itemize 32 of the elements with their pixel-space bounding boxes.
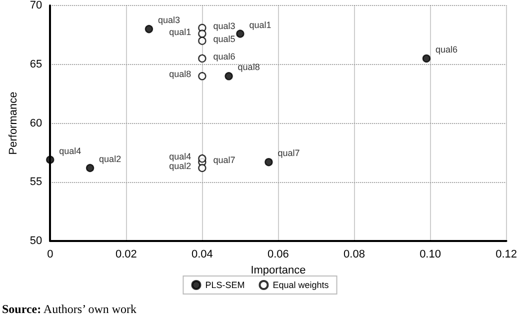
legend-label: PLS-SEM	[205, 280, 245, 290]
annotation: qual2	[169, 160, 192, 171]
x-tick-label: 0.10	[420, 248, 441, 260]
annotation: qual7	[278, 148, 300, 158]
annotation: qual5	[213, 34, 236, 44]
annotation: qual4	[59, 146, 82, 156]
source-note: Source: Authors’ own work	[2, 302, 137, 316]
y-axis-title: Performance	[8, 92, 20, 155]
y-tick-label: 55	[30, 176, 42, 188]
annotation: qual2	[99, 154, 122, 164]
legend-label: Equal weights	[272, 280, 330, 290]
annotation: qual8	[169, 69, 192, 80]
x-tick-label: 0.08	[344, 248, 365, 260]
annotation: qual6	[435, 44, 458, 54]
annotation: qual3	[213, 20, 236, 31]
annotation: qual3	[158, 15, 180, 26]
annotation: qual8	[238, 62, 260, 72]
annotation: qual1	[249, 20, 272, 30]
annotation: qual6	[213, 51, 236, 62]
x-tick-label: 0.02	[115, 248, 137, 260]
annotation: qual4	[169, 152, 192, 162]
x-tick-label: 0.06	[268, 248, 289, 260]
x-tick-label: 0.04	[191, 248, 213, 260]
y-tick-label: 60	[30, 117, 42, 130]
x-tick-label: 0	[47, 248, 54, 260]
x-axis-title: Importance	[250, 264, 306, 276]
annotation: qual1	[169, 26, 192, 37]
y-tick-label: 65	[30, 58, 42, 70]
y-tick-label: 70	[30, 0, 42, 12]
annotation: qual7	[213, 155, 236, 166]
y-tick-label: 50	[30, 235, 42, 247]
x-tick-label: 0.12	[496, 248, 518, 260]
